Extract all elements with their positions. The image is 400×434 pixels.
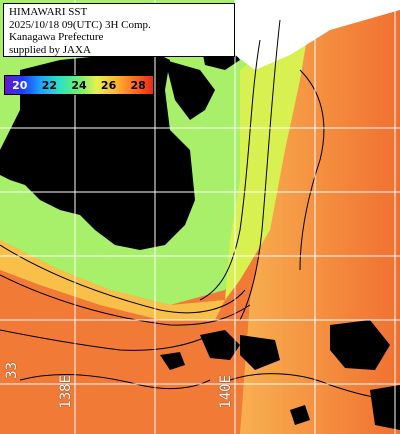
title-line-4: supplied by JAXA: [9, 43, 91, 56]
title-line-3: Kanagawa Prefecture: [9, 31, 104, 43]
temperature-color-scale: 20 22 24 26 28: [4, 75, 154, 95]
land-peninsula: [0, 50, 195, 250]
cloud-patch-2: [240, 335, 280, 370]
scale-tick-20: 20: [12, 78, 28, 92]
lat-label-33: 33: [4, 362, 20, 379]
scale-tick-28: 28: [130, 78, 146, 92]
scale-tick-22: 22: [41, 78, 58, 92]
cloud-patch-1: [200, 330, 240, 360]
lon-label-140e: 140E: [218, 375, 234, 409]
cloud-patch-6: [160, 352, 185, 370]
cloud-patch-5: [290, 405, 310, 425]
sst-contours: [0, 19, 400, 399]
title-line-1: HIMAWARI SST: [9, 6, 88, 18]
cloud-patch-4: [370, 385, 400, 430]
title-line-2: 2025/10/18 09(UTC) 3H Comp.: [9, 18, 151, 31]
cloud-patch-3: [330, 320, 390, 370]
scale-tick-26: 26: [100, 78, 117, 92]
scale-tick-24: 24: [71, 78, 87, 92]
land-izu-north: [165, 60, 215, 120]
map-title-box: HIMAWARI SST 2025/10/18 09(UTC) 3H Comp.…: [3, 3, 235, 57]
lon-label-138e: 138E: [58, 375, 74, 409]
